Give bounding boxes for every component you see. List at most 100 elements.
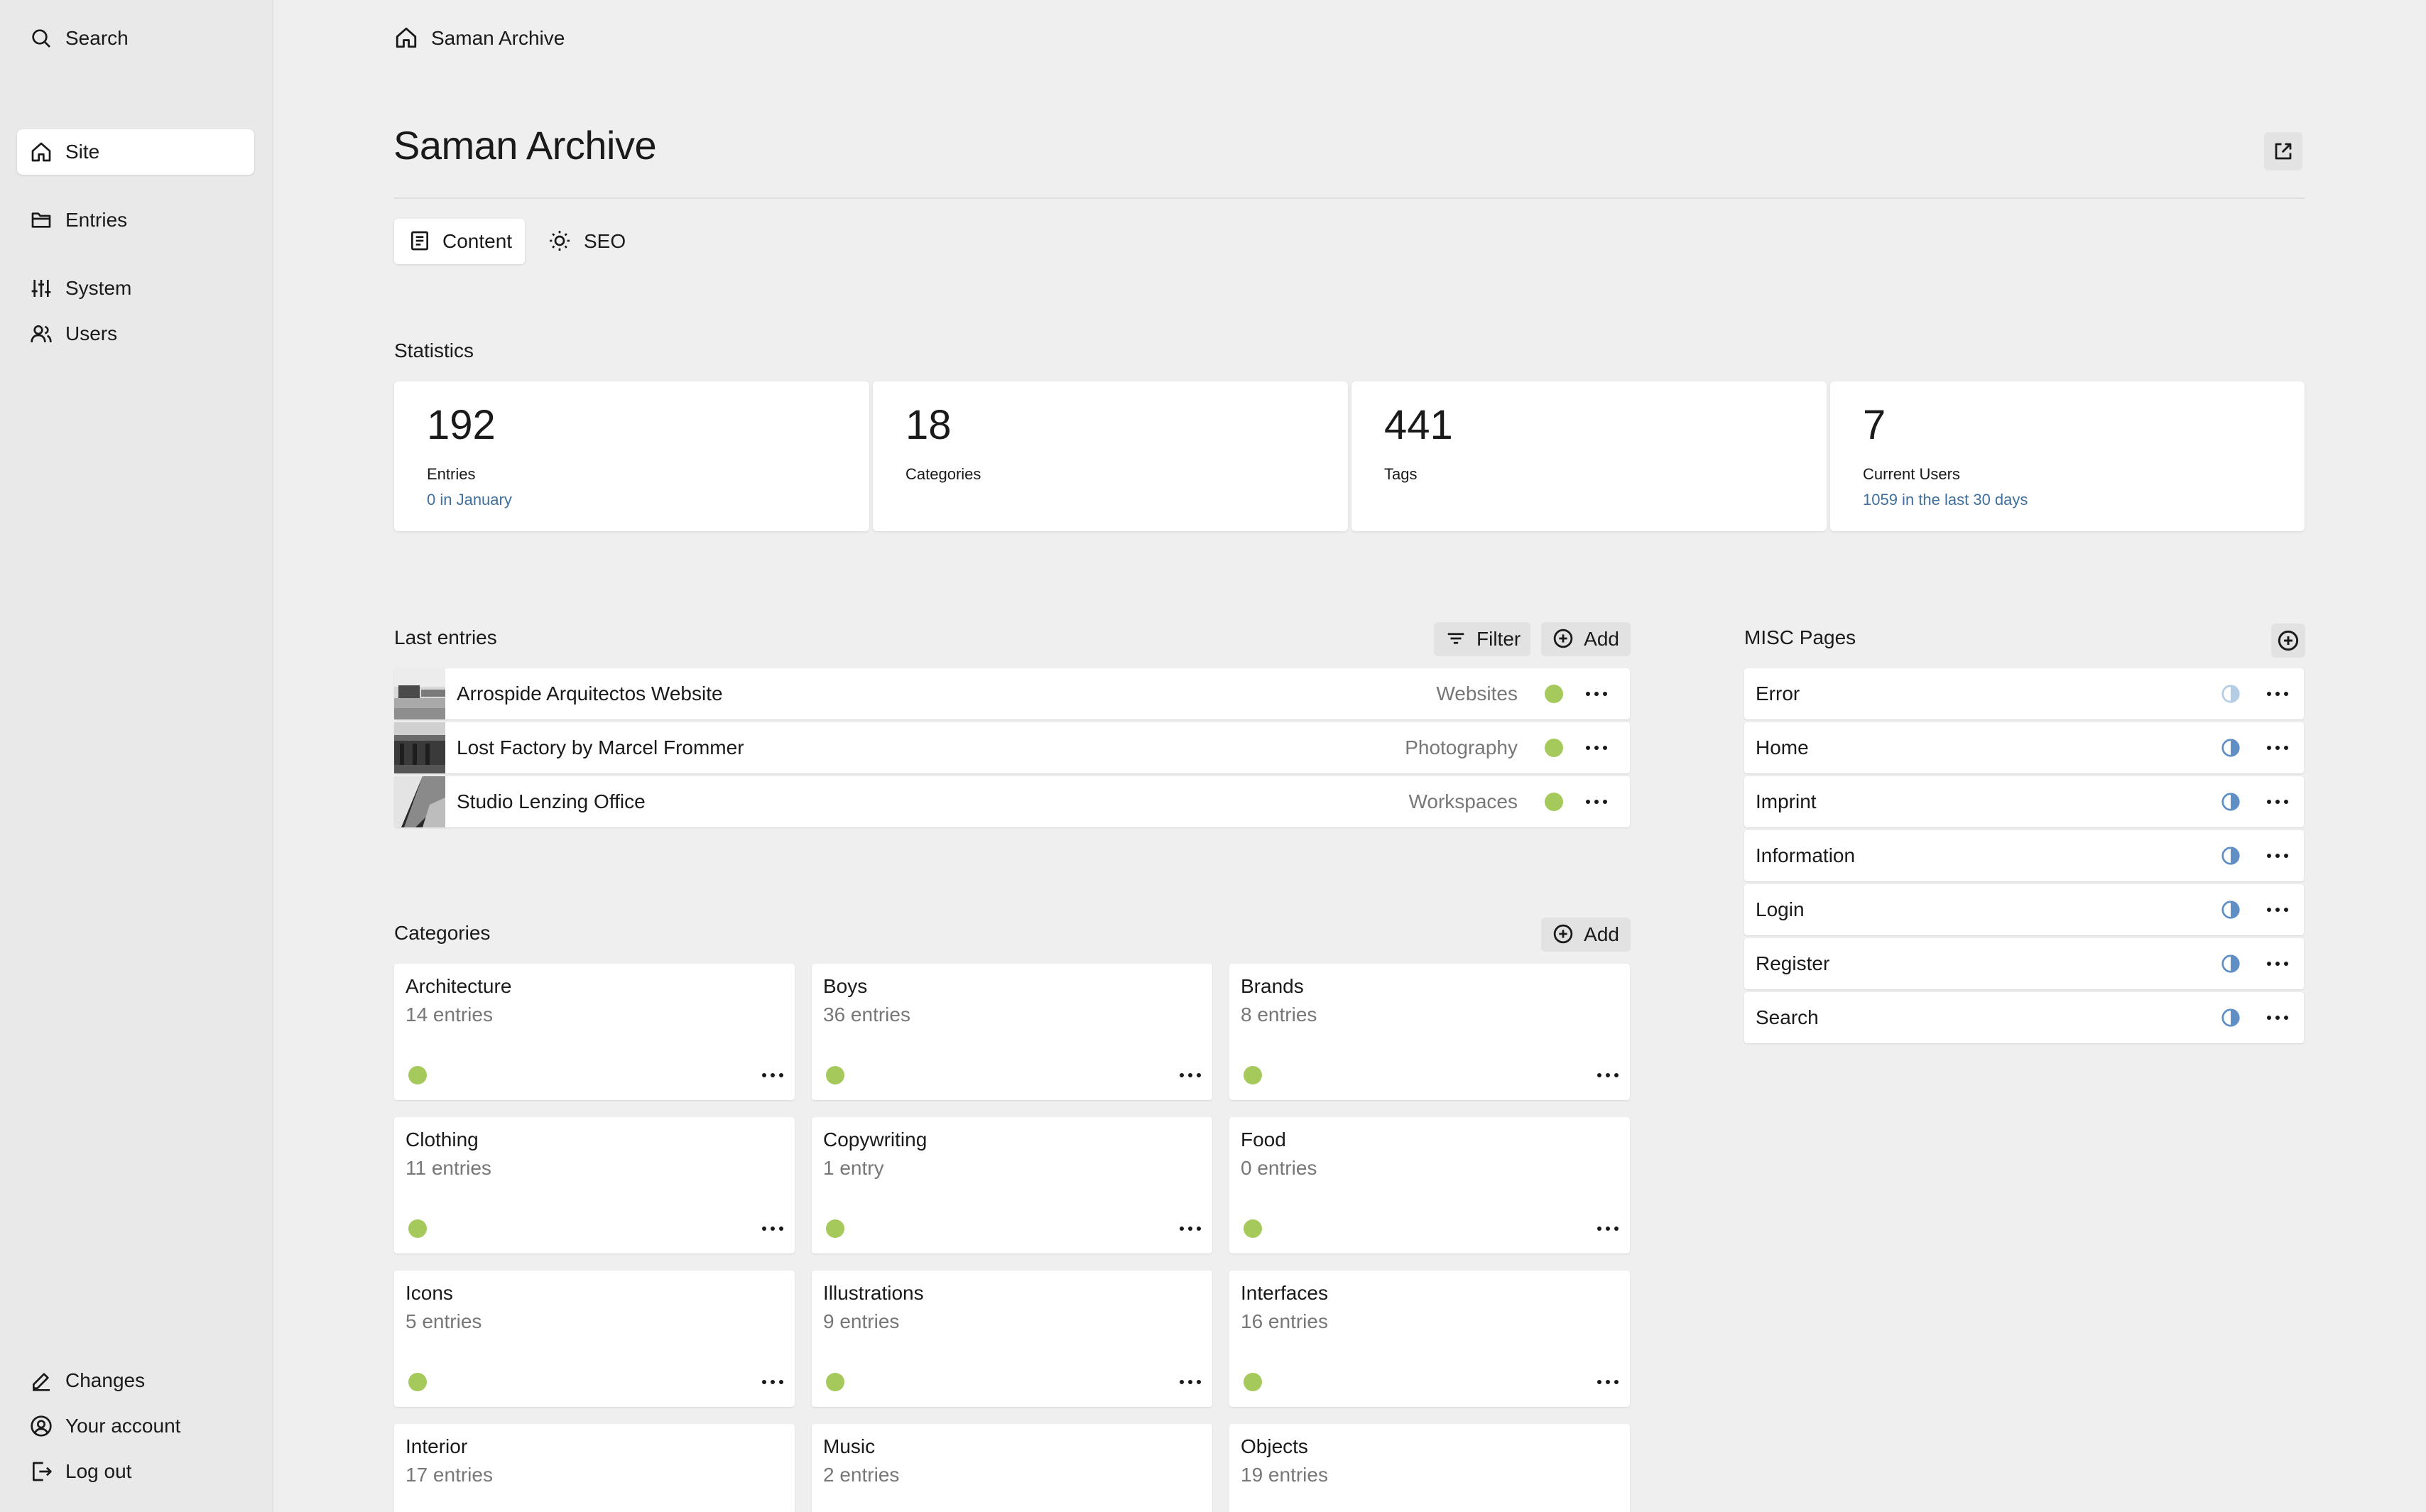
more-options-button[interactable] xyxy=(761,1217,785,1241)
open-site-button[interactable] xyxy=(2264,132,2302,170)
more-options-button[interactable] xyxy=(2265,736,2290,760)
entry-row[interactable]: Arrospide Arquitectos Website Websites xyxy=(394,668,1630,719)
category-card[interactable]: Boys 36 entries xyxy=(812,964,1212,1100)
status-dot[interactable] xyxy=(408,1373,427,1391)
status-dot[interactable] xyxy=(408,1066,427,1084)
misc-page-row[interactable]: Imprint xyxy=(1744,776,2304,827)
more-options-button[interactable] xyxy=(2265,1006,2290,1030)
ellipsis-icon xyxy=(761,1072,784,1078)
misc-page-row[interactable]: Error xyxy=(1744,668,2304,719)
category-card[interactable]: Brands 8 entries xyxy=(1229,964,1630,1100)
tab-content[interactable]: Content xyxy=(394,219,525,264)
entry-thumbnail xyxy=(394,776,445,827)
status-dot[interactable] xyxy=(1545,685,1563,703)
ellipsis-icon xyxy=(1585,799,1608,805)
category-card[interactable]: Objects 19 entries xyxy=(1229,1424,1630,1512)
add-entry-button[interactable]: Add xyxy=(1541,622,1631,656)
sidebar-item-entries[interactable]: Entries xyxy=(17,197,254,243)
tab-seo[interactable]: SEO xyxy=(534,219,641,264)
more-options-button[interactable] xyxy=(1596,1217,1620,1241)
more-options-button[interactable] xyxy=(1584,736,1609,760)
stat-card-tags[interactable]: 441 Tags xyxy=(1351,381,1827,531)
more-options-button[interactable] xyxy=(2265,682,2290,706)
misc-page-row[interactable]: Search xyxy=(1744,992,2304,1043)
more-options-button[interactable] xyxy=(1178,1063,1202,1087)
status-unlisted-icon[interactable] xyxy=(2220,845,2241,866)
misc-page-row[interactable]: Home xyxy=(1744,722,2304,773)
status-unlisted-icon[interactable] xyxy=(2220,791,2241,812)
more-options-button[interactable] xyxy=(1596,1370,1620,1394)
misc-page-row[interactable]: Information xyxy=(1744,830,2304,881)
sidebar-item-label: Changes xyxy=(65,1369,146,1391)
category-count: 1 entry xyxy=(823,1157,884,1179)
category-card[interactable]: Icons 5 entries xyxy=(394,1271,795,1407)
document-icon xyxy=(408,229,431,254)
category-count: 0 entries xyxy=(1241,1157,1317,1179)
category-card[interactable]: Interfaces 16 entries xyxy=(1229,1271,1630,1407)
filter-icon xyxy=(1445,628,1467,651)
status-dot[interactable] xyxy=(826,1066,844,1084)
search-icon xyxy=(28,26,54,51)
breadcrumb[interactable]: Saman Archive xyxy=(394,24,565,53)
stat-card-entries[interactable]: 192 Entries 0 in January xyxy=(394,381,869,531)
stat-card-categories[interactable]: 18 Categories xyxy=(873,381,1348,531)
add-page-button[interactable] xyxy=(2271,624,2305,658)
category-card[interactable]: Illustrations 9 entries xyxy=(812,1271,1212,1407)
users-icon xyxy=(28,321,54,347)
page-title-label: Register xyxy=(1756,952,1830,974)
status-dot[interactable] xyxy=(826,1373,844,1391)
category-card[interactable]: Architecture 14 entries xyxy=(394,964,795,1100)
sidebar-item-users[interactable]: Users xyxy=(17,311,254,357)
misc-page-row[interactable]: Login xyxy=(1744,884,2304,935)
entry-category: Photography xyxy=(1405,736,1518,758)
status-unlisted-icon[interactable] xyxy=(2220,1007,2241,1028)
category-card[interactable]: Food 0 entries xyxy=(1229,1117,1630,1253)
sidebar-item-site[interactable]: Site xyxy=(17,129,254,175)
status-dot[interactable] xyxy=(1244,1066,1262,1084)
category-card[interactable]: Interior 17 entries xyxy=(394,1424,795,1512)
status-dot[interactable] xyxy=(1244,1219,1262,1238)
status-dot[interactable] xyxy=(1244,1373,1262,1391)
sidebar-item-system[interactable]: System xyxy=(17,266,254,311)
category-card[interactable]: Music 2 entries xyxy=(812,1424,1212,1512)
status-dot[interactable] xyxy=(826,1219,844,1238)
more-options-button[interactable] xyxy=(1178,1370,1202,1394)
ellipsis-icon xyxy=(2266,961,2289,967)
status-dot[interactable] xyxy=(1545,739,1563,757)
more-options-button[interactable] xyxy=(1596,1063,1620,1087)
more-options-button[interactable] xyxy=(761,1063,785,1087)
status-unlisted-icon[interactable] xyxy=(2220,899,2241,920)
misc-page-row[interactable]: Register xyxy=(1744,938,2304,989)
filter-button[interactable]: Filter xyxy=(1434,622,1530,656)
sidebar-search[interactable]: Search xyxy=(17,16,254,61)
add-label: Add xyxy=(1584,923,1619,945)
status-dot[interactable] xyxy=(1545,793,1563,811)
add-category-button[interactable]: Add xyxy=(1541,918,1631,952)
breadcrumb-label: Saman Archive xyxy=(431,27,565,49)
more-options-button[interactable] xyxy=(2265,952,2290,976)
category-card[interactable]: Copywriting 1 entry xyxy=(812,1117,1212,1253)
status-unlisted-icon[interactable] xyxy=(2220,737,2241,758)
sidebar-item-your-account[interactable]: Your account xyxy=(17,1403,254,1449)
more-options-button[interactable] xyxy=(761,1370,785,1394)
sidebar-item-changes[interactable]: Changes xyxy=(17,1358,254,1403)
stat-card-current-users[interactable]: 7 Current Users 1059 in the last 30 days xyxy=(1830,381,2305,531)
status-unlisted-icon[interactable] xyxy=(2220,953,2241,974)
category-count: 5 entries xyxy=(406,1310,482,1332)
more-options-button[interactable] xyxy=(2265,898,2290,922)
more-options-button[interactable] xyxy=(1178,1217,1202,1241)
stat-value: 18 xyxy=(905,402,952,448)
more-options-button[interactable] xyxy=(1584,790,1609,814)
entry-row[interactable]: Lost Factory by Marcel Frommer Photograp… xyxy=(394,722,1630,773)
more-options-button[interactable] xyxy=(2265,790,2290,814)
status-draft-icon[interactable] xyxy=(2220,683,2241,705)
stat-value: 7 xyxy=(1863,402,1886,448)
tab-label: SEO xyxy=(584,230,626,252)
entry-row[interactable]: Studio Lenzing Office Workspaces xyxy=(394,776,1630,827)
ellipsis-icon xyxy=(1597,1072,1619,1078)
more-options-button[interactable] xyxy=(2265,844,2290,868)
sidebar-item-log-out[interactable]: Log out xyxy=(17,1449,254,1494)
more-options-button[interactable] xyxy=(1584,682,1609,706)
category-card[interactable]: Clothing 11 entries xyxy=(394,1117,795,1253)
status-dot[interactable] xyxy=(408,1219,427,1238)
